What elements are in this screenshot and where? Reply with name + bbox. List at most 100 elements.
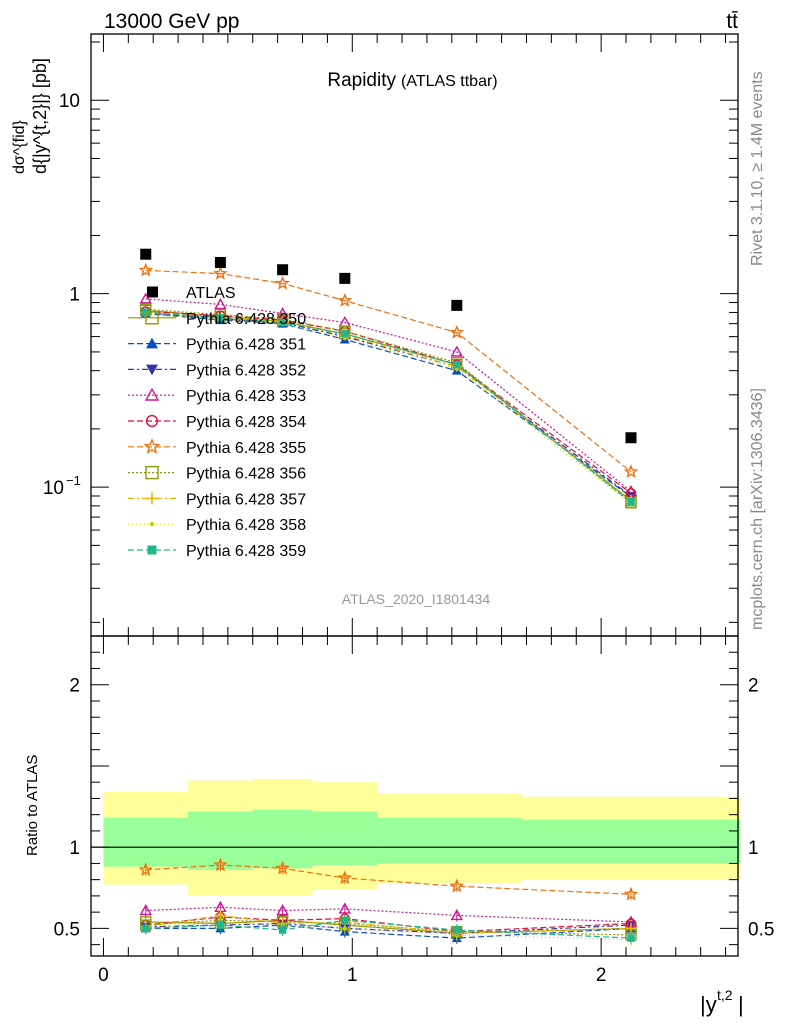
legend-item-1: Pythia 6.428 350	[128, 311, 306, 328]
legend-marker	[147, 545, 157, 555]
data-point	[140, 248, 152, 260]
series-point	[449, 324, 465, 339]
ratio-point	[216, 921, 225, 929]
ratio-line	[145, 914, 632, 934]
marker-shape	[449, 324, 465, 339]
legend-label: Pythia 6.428 353	[186, 388, 306, 405]
marker-shape	[627, 934, 635, 942]
ratio-point	[138, 862, 154, 877]
marker-shape	[213, 265, 228, 280]
legend-item-2: Pythia 6.428 351	[128, 337, 306, 354]
x-axis-label-close: |	[738, 992, 744, 1017]
legend-label: Pythia 6.428 351	[186, 337, 306, 354]
ratio-bands	[103, 778, 741, 896]
x-tick-label: 2	[596, 965, 607, 986]
series-point	[341, 330, 349, 338]
series-line	[145, 311, 632, 503]
data-point	[339, 272, 351, 284]
series-line	[145, 310, 632, 494]
ratio-tick-label: 2	[69, 676, 80, 697]
marker-shape	[449, 878, 465, 893]
chart-title-main: Rapidity	[327, 70, 396, 91]
marker-shape	[278, 318, 287, 327]
legend-item-7: Pythia 6.428 356	[128, 466, 306, 483]
ratio-point	[278, 926, 287, 934]
legend-marker	[146, 337, 158, 349]
data-points	[140, 248, 637, 444]
legend-marker	[143, 437, 161, 454]
legend-item-8: Pythia 6.428 357	[128, 491, 306, 508]
marker-shape	[144, 387, 160, 401]
marker-shape	[450, 345, 463, 357]
marker-shape	[141, 924, 150, 933]
series-point	[453, 360, 461, 369]
legend-label: Pythia 6.428 359	[186, 543, 306, 560]
series-point	[337, 293, 353, 307]
marker-shape	[453, 360, 461, 369]
legend-marker	[146, 492, 158, 505]
marker-shape	[275, 275, 290, 290]
band-green	[312, 811, 378, 866]
marker-shape	[623, 886, 639, 901]
legend-item-4: Pythia 6.428 353	[128, 387, 306, 405]
legend-marker	[145, 414, 159, 428]
ratio-point	[337, 870, 353, 885]
ratio-point	[623, 886, 639, 901]
ratio-tick-label-right: 1	[748, 838, 759, 859]
data-point	[625, 432, 637, 444]
legend-item-5: Pythia 6.428 354	[128, 414, 306, 431]
band-green	[521, 819, 741, 864]
marker-shape	[138, 862, 154, 877]
series-point	[138, 262, 154, 277]
marker-shape	[623, 464, 639, 479]
legend-marker	[146, 364, 158, 376]
marker-shape	[143, 437, 161, 454]
series-line	[145, 308, 632, 504]
ratio-tick-label-right: 0.5	[748, 919, 774, 940]
marker-shape	[337, 293, 353, 307]
rivet-label: Rivet 3.1.10, ≥ 1.4M events	[749, 71, 766, 266]
legend-label: Pythia 6.428 357	[186, 491, 306, 508]
legend-label: Pythia 6.428 354	[186, 414, 306, 431]
marker-shape	[278, 926, 287, 934]
ratio-point	[141, 924, 150, 933]
series-point	[450, 345, 463, 357]
legend-label: Pythia 6.428 350	[186, 311, 306, 328]
ratio-point	[342, 926, 348, 931]
marker-shape	[341, 330, 349, 338]
main-ylabel: d{|y^{t,2}|} [pb] dσ^{fid}	[11, 58, 50, 174]
series-point	[213, 265, 228, 280]
x-axis-label: |y t,2 |	[700, 987, 744, 1017]
band-green	[377, 817, 522, 864]
legend-marker	[149, 522, 155, 527]
series-line	[145, 311, 632, 501]
marker-shape	[342, 926, 348, 931]
marker-shape	[149, 522, 155, 527]
legend-item-6: Pythia 6.428 355	[128, 437, 306, 457]
band-green	[103, 817, 189, 867]
ratio-line	[145, 921, 632, 941]
ratio-point	[450, 908, 463, 921]
series-point	[627, 498, 635, 506]
ratio-point	[341, 916, 349, 925]
x-ticks	[102, 636, 727, 956]
ratio-point	[627, 934, 635, 942]
y-tick-label: 1	[69, 285, 80, 306]
chart-title: Rapidity (ATLAS ttbar)	[327, 70, 497, 91]
ratio-series-6	[138, 857, 639, 901]
marker-shape	[214, 297, 227, 310]
header-right: tt̄	[726, 10, 738, 33]
series-point	[275, 275, 290, 290]
series-point	[139, 292, 152, 304]
ratio-tick-label: 1	[69, 838, 80, 859]
ratio-point	[139, 904, 152, 916]
legend-marker	[144, 387, 160, 401]
series-line	[145, 312, 632, 498]
legend-marker	[145, 465, 159, 480]
main-ylabel-text: d{|y^{t,2}|} [pb]	[30, 58, 50, 174]
legend-label: Pythia 6.428 352	[186, 362, 306, 379]
series-point	[278, 318, 287, 327]
ratio-point	[213, 857, 228, 872]
